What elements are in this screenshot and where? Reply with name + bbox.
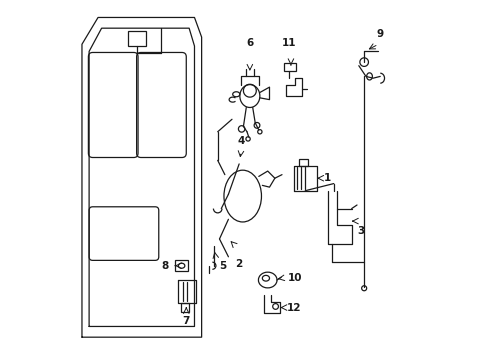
Bar — [175, 260, 188, 271]
Text: 11: 11 — [281, 38, 296, 48]
Text: 6: 6 — [246, 38, 253, 48]
Bar — [283, 63, 296, 71]
Text: 2: 2 — [235, 258, 242, 269]
Text: 8: 8 — [161, 261, 168, 271]
Bar — [299, 159, 307, 166]
Text: 7: 7 — [182, 316, 189, 327]
Text: 5: 5 — [219, 261, 226, 271]
Bar — [128, 31, 145, 46]
Text: 3: 3 — [356, 226, 364, 236]
Text: 1: 1 — [324, 173, 331, 183]
Text: 12: 12 — [286, 302, 301, 312]
Text: 10: 10 — [287, 273, 301, 283]
Text: 4: 4 — [237, 136, 244, 146]
Text: 9: 9 — [376, 29, 383, 39]
Bar — [181, 302, 189, 312]
